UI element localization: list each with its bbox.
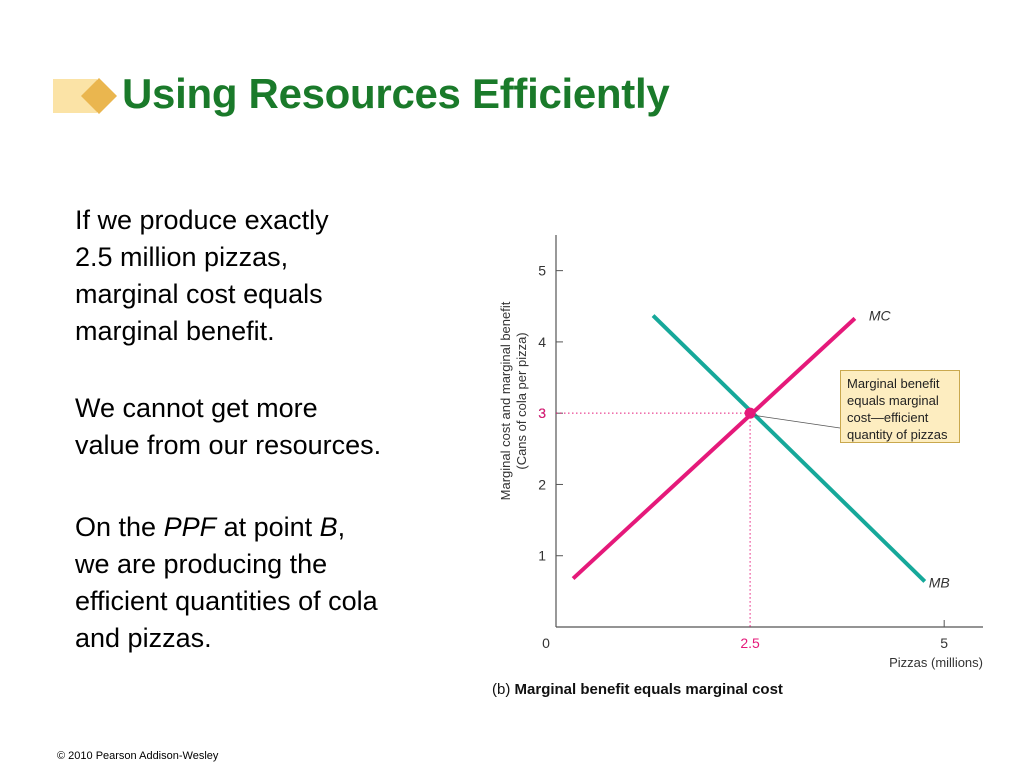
copyright-footer: © 2010 Pearson Addison-Wesley [57,750,219,762]
highlight-y-label: 3 [538,405,546,421]
paragraph-line: On the PPF at point B, [75,509,475,546]
y-tick-label: 5 [538,263,546,279]
caption-prefix: (b) [492,681,511,698]
y-axis-label: (Cans of cola per pizza) [514,332,529,469]
callout-line: Marginal benefit [847,376,940,391]
paragraph-line: we are producing the [75,549,328,579]
equilibrium-point [744,407,756,419]
series-line-mc [571,316,857,581]
paragraph-line: efficient quantities of cola [75,586,378,616]
text-run: On the [75,512,164,542]
caption-text: Marginal benefit equals marginal cost [514,681,783,698]
y-tick-label: 3 [538,405,546,421]
paragraph-value: We cannot get more value from our resour… [75,390,475,464]
paragraph-line: marginal cost equals [75,279,323,309]
paragraph-line: marginal benefit. [75,316,275,346]
paragraph-line: value from our resources. [75,430,382,460]
slide-title: Using Resources Efficiently [122,70,670,117]
paragraph-line: 2.5 million pizzas, [75,242,289,272]
y-axis-label: Marginal cost and marginal benefit [498,301,513,500]
ppf-term: PPF [163,512,217,542]
paragraph-ppf: On the PPF at point B, we are producing … [75,509,475,657]
text-run: , [337,512,346,542]
x-axis-label: Pizzas (millions) [889,655,983,670]
series-label-mb: MB [929,574,950,590]
highlight-x-label: 2.5 [740,635,760,651]
paragraph-line: and pizzas. [75,623,212,653]
x-tick-label: 0 [542,635,550,651]
series-line-mb [651,314,927,583]
callout-leader-line [753,414,841,429]
point-b-term: B [319,512,338,542]
paragraph-efficient-output: If we produce exactly 2.5 million pizzas… [75,202,475,350]
title-decoration [53,78,117,114]
paragraph-line: We cannot get more [75,393,318,423]
x-tick-label: 5 [940,635,948,651]
chart-caption: (b) Marginal benefit equals marginal cos… [492,681,783,698]
series-label-mc: MC [869,307,892,323]
callout-line: quantity of pizzas [847,427,948,442]
y-tick-label: 1 [538,548,546,564]
efficiency-callout: Marginal benefit equals marginal cost—ef… [840,370,960,443]
callout-line: cost—efficient [847,410,929,425]
y-tick-label: 4 [538,334,546,350]
callout-line: equals marginal [847,393,939,408]
paragraph-line: If we produce exactly [75,205,329,235]
text-run: at point [216,512,320,542]
mb-mc-chart: 1 2 3 4 5 0 5 Pizzas (millions) Marginal cost an… [498,235,983,670]
y-tick-label: 2 [538,476,546,492]
